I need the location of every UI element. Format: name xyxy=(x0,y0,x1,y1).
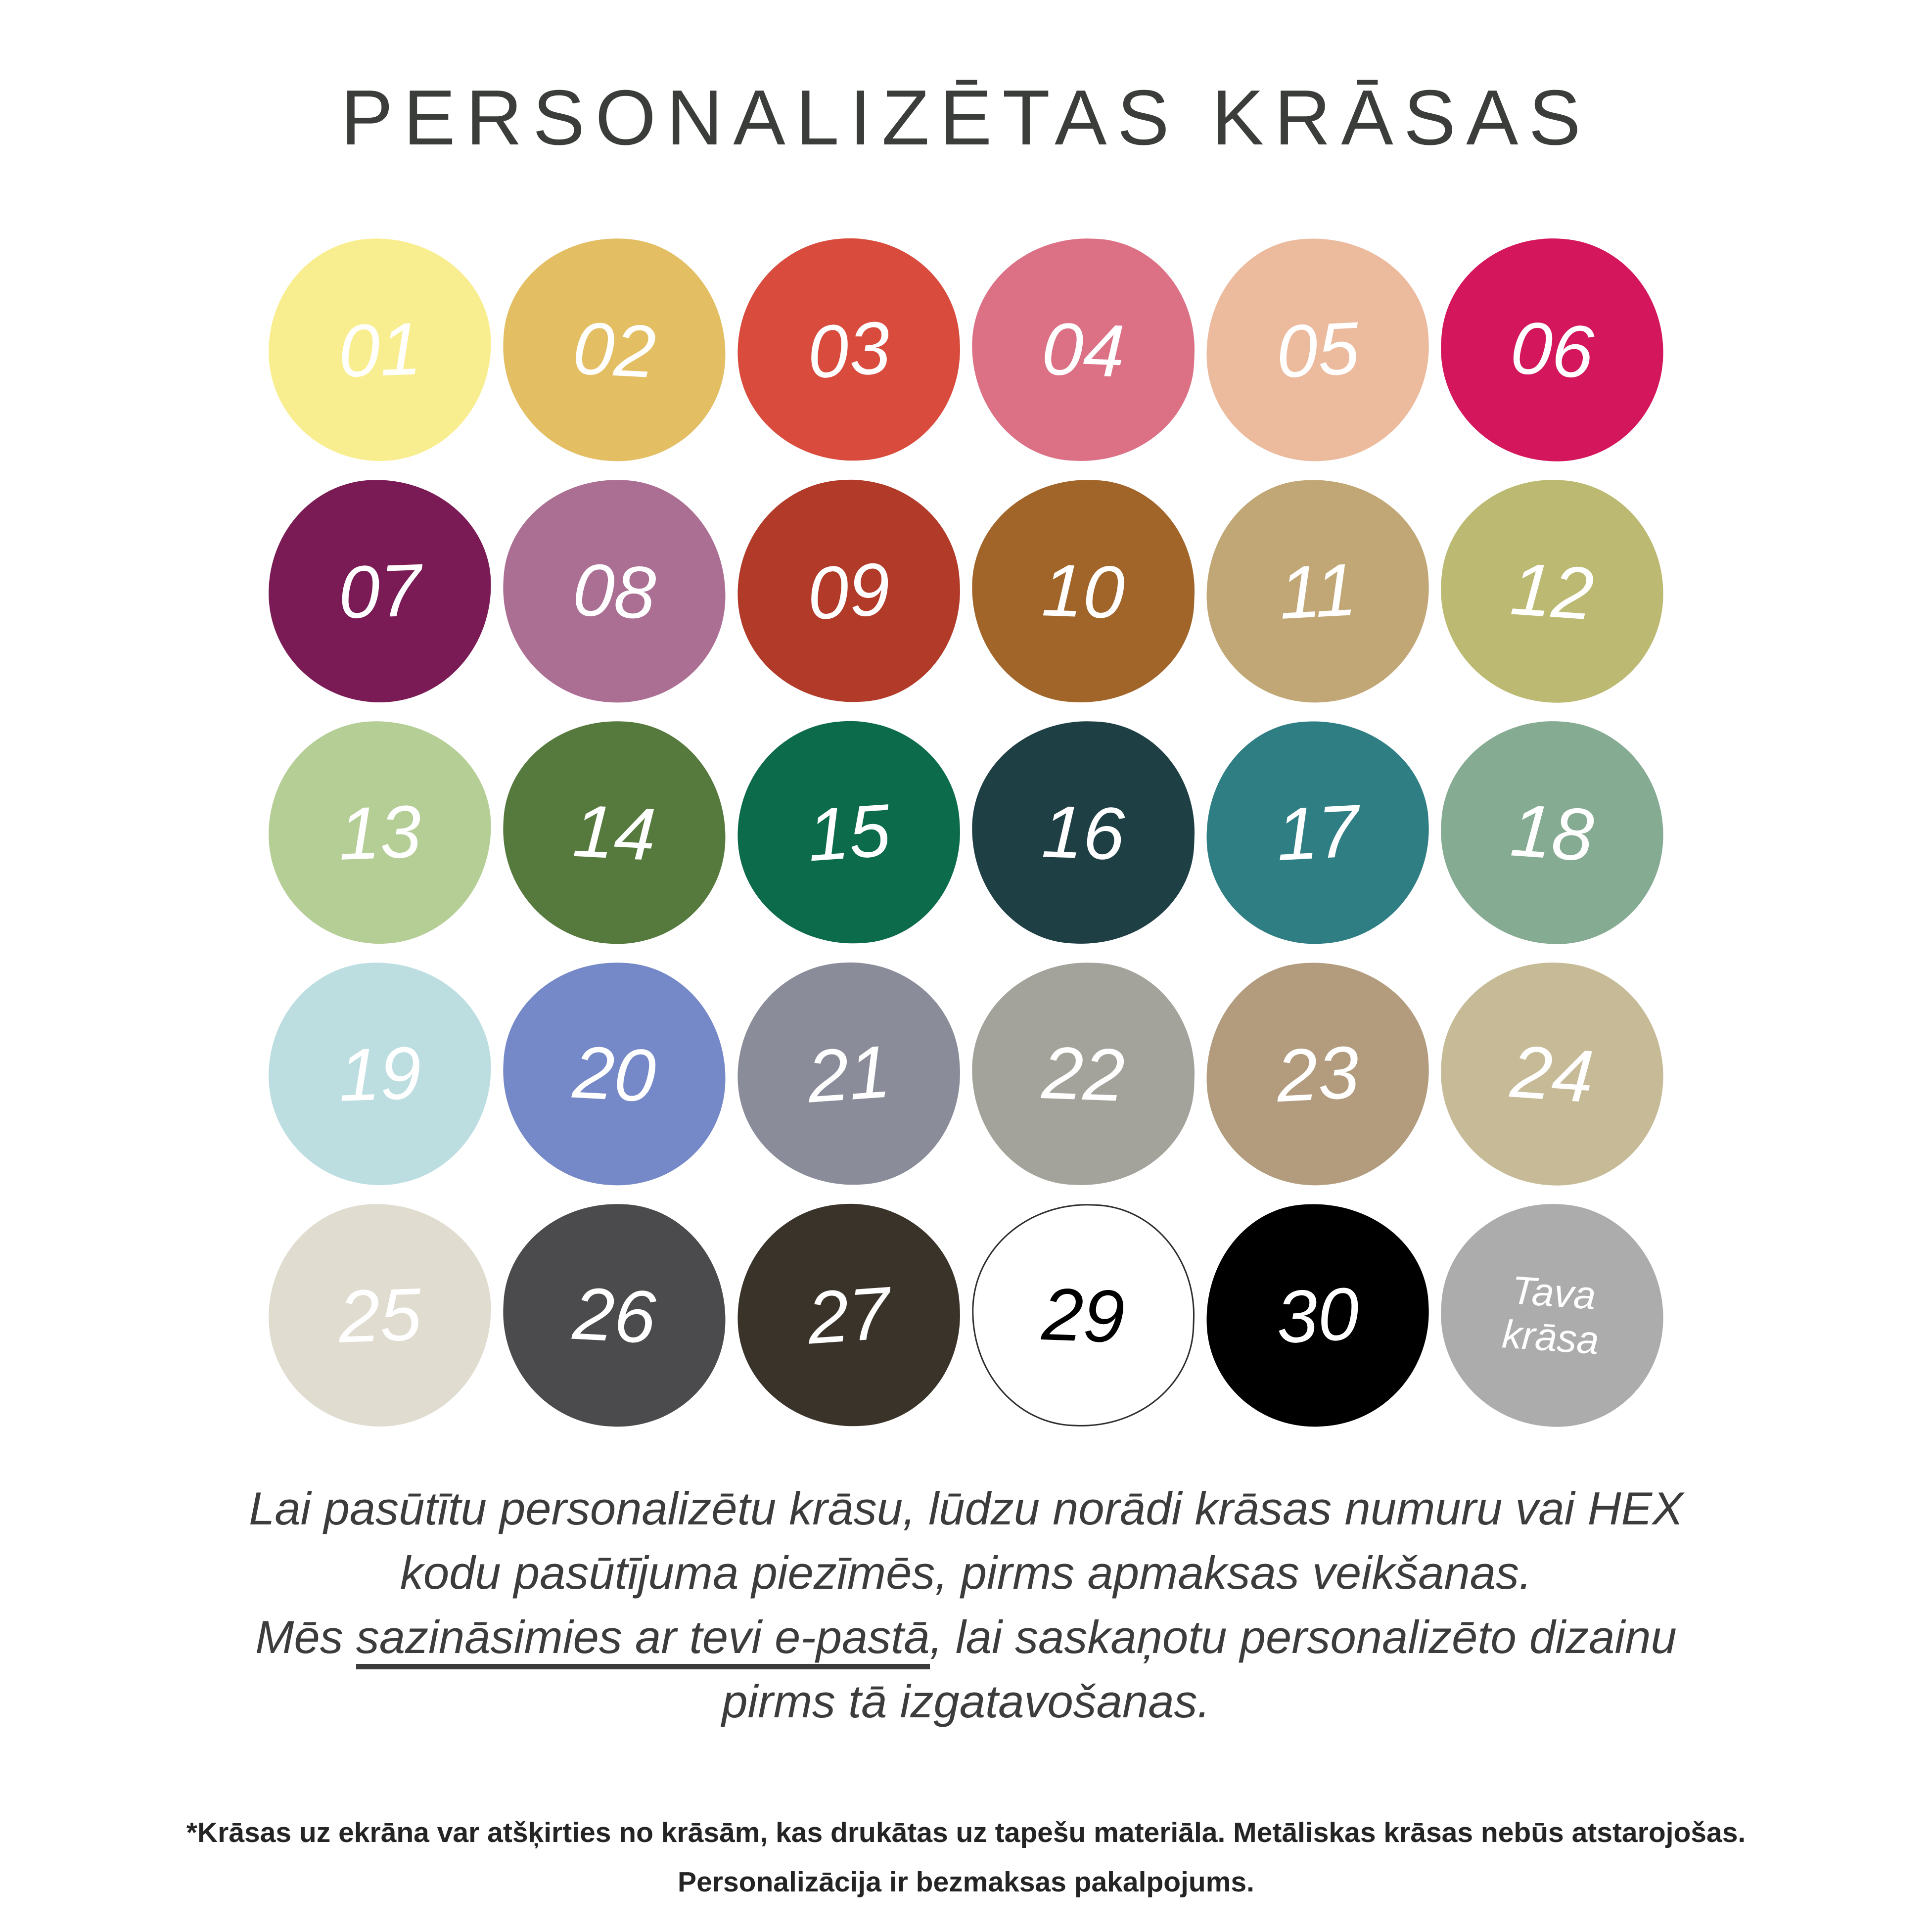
swatch-number-label: 27 xyxy=(804,1271,893,1360)
swatch-number-label: 04 xyxy=(1040,307,1126,393)
swatch-number-label: 03 xyxy=(804,305,893,394)
swatch-number-label: 24 xyxy=(1508,1029,1597,1118)
swatch-number-label: 19 xyxy=(337,1031,423,1117)
order-instructions: Lai pasūtītu personalizētu krāsu, lūdzu … xyxy=(0,1476,1932,1734)
swatch-number-label: 23 xyxy=(1274,1030,1361,1118)
swatch-number-label: 08 xyxy=(571,547,658,635)
swatch-number-label: 25 xyxy=(337,1272,423,1358)
instructions-line-2: kodu pasūtījuma piezīmēs, pirms apmaksas… xyxy=(400,1547,1532,1599)
color-swatch: 18 xyxy=(1433,713,1671,952)
color-swatch: 05 xyxy=(1200,232,1435,467)
swatch-number-label: 16 xyxy=(1040,789,1126,875)
swatch-number-label: 13 xyxy=(337,789,423,875)
swatch-number-label: 14 xyxy=(571,788,658,876)
swatch-number-label: 12 xyxy=(1508,547,1597,636)
swatch-number-label: 07 xyxy=(337,548,423,634)
swatch-number-label: 29 xyxy=(1040,1272,1126,1358)
instructions-line-1: Lai pasūtītu personalizētu krāsu, lūdzu … xyxy=(249,1482,1683,1534)
color-swatch: 21 xyxy=(730,955,968,1193)
color-swatch: 06 xyxy=(1433,230,1671,469)
color-swatch: 30 xyxy=(1200,1198,1435,1432)
email-contact-underlined-text: sazināsimies ar tevi e-pastā xyxy=(356,1611,930,1669)
color-swatch: 03 xyxy=(730,230,968,469)
instructions-line-4: pirms tā izgatavošanas. xyxy=(722,1675,1210,1727)
color-swatch: 16 xyxy=(968,717,1198,948)
instructions-line-3-suffix: , lai saskaņotu personalizēto dizainu xyxy=(929,1611,1677,1663)
instructions-line-3: Mēs sazināsimies ar tevi e-pastā, lai sa… xyxy=(0,1605,1932,1669)
color-swatch: 04 xyxy=(968,234,1198,465)
swatch-number-label: 17 xyxy=(1274,788,1361,876)
swatch-number-label: 11 xyxy=(1277,548,1359,635)
swatch-number-label: 22 xyxy=(1040,1031,1126,1117)
color-swatch: 07 xyxy=(265,476,495,706)
swatch-number-label: 05 xyxy=(1274,306,1361,394)
color-swatch: 08 xyxy=(497,474,732,708)
color-swatch: 26 xyxy=(497,1198,732,1432)
swatch-number-label: 10 xyxy=(1040,548,1126,634)
swatch-number-label: 02 xyxy=(571,306,658,394)
color-swatch: 01 xyxy=(265,234,495,465)
custom-color-swatch: Tava krāsa xyxy=(1433,1196,1671,1434)
color-swatch: 13 xyxy=(265,717,495,948)
color-swatch-grid: 01 02 03 04 05 06 07 08 09 10 11 12 13 1… xyxy=(265,230,1671,1434)
color-swatch: 12 xyxy=(1433,472,1671,710)
color-swatch: 19 xyxy=(265,959,495,1189)
disclaimer-line-1: *Krāsas uz ekrāna var atšķirties no krās… xyxy=(186,1817,1746,1848)
color-swatch: 17 xyxy=(1200,715,1435,950)
swatch-number-label: 09 xyxy=(804,547,893,636)
disclaimer-line-2: Personalizācija ir bezmaksas pakalpojums… xyxy=(678,1866,1254,1898)
color-swatch: 10 xyxy=(968,476,1198,706)
color-swatch: 24 xyxy=(1433,955,1671,1193)
color-swatch: 15 xyxy=(730,713,968,952)
disclaimer: *Krāsas uz ekrāna var atšķirties no krās… xyxy=(0,1808,1932,1907)
swatch-number-label: 18 xyxy=(1508,788,1597,877)
color-swatch: 23 xyxy=(1200,957,1435,1191)
color-swatch: 27 xyxy=(730,1196,968,1434)
swatch-number-label: 20 xyxy=(571,1030,658,1118)
color-swatch: 22 xyxy=(968,959,1198,1189)
swatch-number-label: 26 xyxy=(571,1271,658,1359)
swatch-number-label: 30 xyxy=(1274,1271,1361,1359)
instructions-line-3-prefix: Mēs xyxy=(255,1611,356,1663)
swatch-number-label: 06 xyxy=(1508,305,1597,394)
swatch-number-label: 21 xyxy=(804,1029,893,1118)
color-swatch: 09 xyxy=(730,472,968,710)
swatch-number-label: 15 xyxy=(804,788,893,877)
swatch-number-label: 01 xyxy=(337,307,423,393)
color-swatch: 11 xyxy=(1200,474,1435,708)
color-swatch: 29 xyxy=(968,1200,1198,1430)
color-swatch: 02 xyxy=(497,232,732,467)
color-swatch: 14 xyxy=(497,715,732,950)
custom-color-label-line: krāsa xyxy=(1501,1312,1601,1363)
page-title: PERSONALIZĒTAS KRĀSAS xyxy=(341,74,1591,161)
color-swatch: 25 xyxy=(265,1200,495,1430)
color-swatch: 20 xyxy=(497,957,732,1191)
custom-color-label-line: Tava xyxy=(1510,1268,1598,1318)
